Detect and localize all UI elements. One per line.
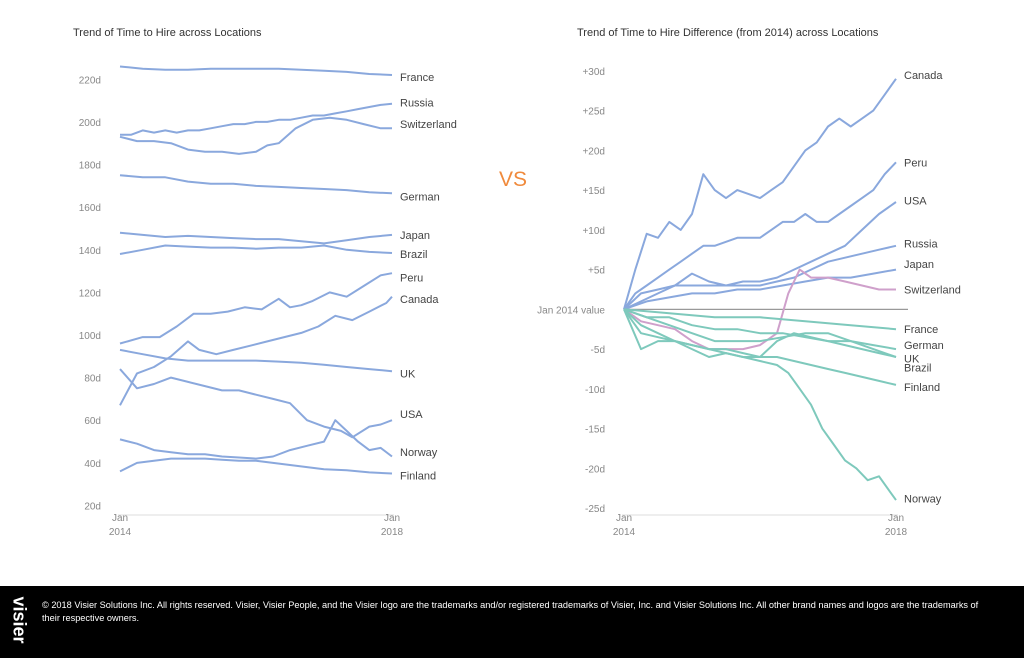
x-tick-label-month: Jan	[384, 513, 400, 524]
y-tick-label: +15d	[582, 186, 605, 197]
y-tick-label: 140d	[79, 246, 101, 257]
series-label-brazil: Brazil	[400, 249, 428, 261]
series-line-usa	[623, 201, 897, 311]
footer-bar: visier © 2018 Visier Solutions Inc. All …	[0, 586, 1024, 658]
series-line-france	[119, 65, 393, 76]
series-line-finland	[119, 457, 393, 475]
series-label-switzerland: Switzerland	[400, 119, 457, 131]
series-line-uk	[623, 308, 897, 358]
series-line-russia	[120, 102, 393, 136]
series-label-norway: Norway	[400, 447, 438, 459]
series-label-uk: UK	[400, 368, 416, 380]
left-chart-title: Trend of Time to Hire across Locations	[73, 27, 262, 39]
x-tick-label-year: 2018	[885, 527, 908, 538]
x-tick-label-month: Jan	[112, 513, 128, 524]
series-line-peru	[119, 272, 393, 345]
y-tick-label: Jan 2014 value	[537, 305, 605, 316]
y-tick-label: 60d	[84, 416, 101, 427]
y-tick-label: 100d	[79, 331, 101, 342]
right-line-chart: +30d +25d +20d +15d +10d +5d Jan 2014 value -5d…	[537, 67, 961, 538]
series-label-france: France	[904, 324, 938, 336]
series-label-finland: Finland	[400, 471, 436, 483]
y-tick-label: 80d	[84, 374, 101, 385]
series-label-uk: UK	[904, 354, 920, 366]
series-label-japan: Japan	[904, 259, 934, 271]
y-tick-label: -15d	[585, 425, 605, 436]
series-line-russia	[623, 244, 897, 311]
y-tick-label: -25d	[585, 504, 605, 515]
y-tick-label: 20d	[84, 501, 101, 512]
y-tick-label: 220d	[79, 75, 101, 86]
left-line-chart: 20d 40d 60d 80d 100d 120d 140d 160d 180d 200d 220d…	[79, 65, 457, 538]
series-line-finland	[623, 308, 897, 386]
series-line-peru	[623, 161, 897, 310]
vs-label: VS	[499, 168, 528, 191]
series-line-norway	[119, 419, 393, 460]
y-tick-label: +25d	[582, 107, 605, 118]
y-tick-label: 160d	[79, 203, 101, 214]
y-tick-label: +30d	[582, 67, 605, 78]
series-label-canada: Canada	[904, 70, 943, 82]
y-tick-label: -20d	[585, 464, 605, 475]
series-label-norway: Norway	[904, 494, 942, 506]
y-tick-label: 200d	[79, 118, 101, 129]
series-line-usa	[119, 368, 393, 439]
y-tick-label: +20d	[582, 146, 605, 157]
y-tick-label: 40d	[84, 459, 101, 470]
x-tick-label-year: 2018	[381, 527, 404, 538]
y-tick-label: 180d	[79, 161, 101, 172]
y-tick-label: +10d	[582, 226, 605, 237]
series-label-german: German	[904, 340, 944, 352]
series-label-brazil: Brazil	[904, 362, 932, 374]
visier-logo: visier	[9, 596, 30, 644]
series-line-japan	[119, 231, 393, 245]
series-label-german: German	[400, 192, 440, 204]
series-line-france	[623, 308, 897, 331]
y-tick-label: +5d	[588, 266, 605, 277]
y-tick-label: -10d	[585, 385, 605, 396]
series-line-norway	[623, 308, 897, 501]
x-tick-label-year: 2014	[109, 527, 132, 538]
series-label-usa: USA	[400, 409, 423, 421]
series-label-peru: Peru	[904, 157, 927, 169]
series-line-uk	[119, 348, 393, 373]
series-line-german	[119, 174, 393, 195]
x-tick-label-month: Jan	[616, 513, 632, 524]
series-line-switzerland	[119, 116, 392, 155]
x-tick-label-year: 2014	[613, 527, 636, 538]
x-tick-label-month: Jan	[888, 513, 904, 524]
series-label-usa: USA	[904, 195, 927, 207]
series-line-brazil	[119, 244, 393, 255]
series-label-russia: Russia	[904, 238, 939, 250]
series-label-japan: Japan	[400, 230, 430, 242]
series-label-russia: Russia	[400, 98, 435, 110]
series-label-switzerland: Switzerland	[904, 284, 961, 296]
series-label-france: France	[400, 72, 434, 84]
series-line-japan	[623, 268, 897, 311]
series-label-finland: Finland	[904, 382, 940, 394]
right-chart-title: Trend of Time to Hire Difference (from 2…	[577, 27, 879, 39]
series-line-canada	[623, 78, 897, 310]
series-label-canada: Canada	[400, 294, 439, 306]
y-tick-label: -5d	[591, 345, 605, 356]
y-tick-label: 120d	[79, 288, 101, 299]
copyright-text: © 2018 Visier Solutions Inc. All rights …	[42, 600, 979, 623]
series-label-peru: Peru	[400, 272, 423, 284]
